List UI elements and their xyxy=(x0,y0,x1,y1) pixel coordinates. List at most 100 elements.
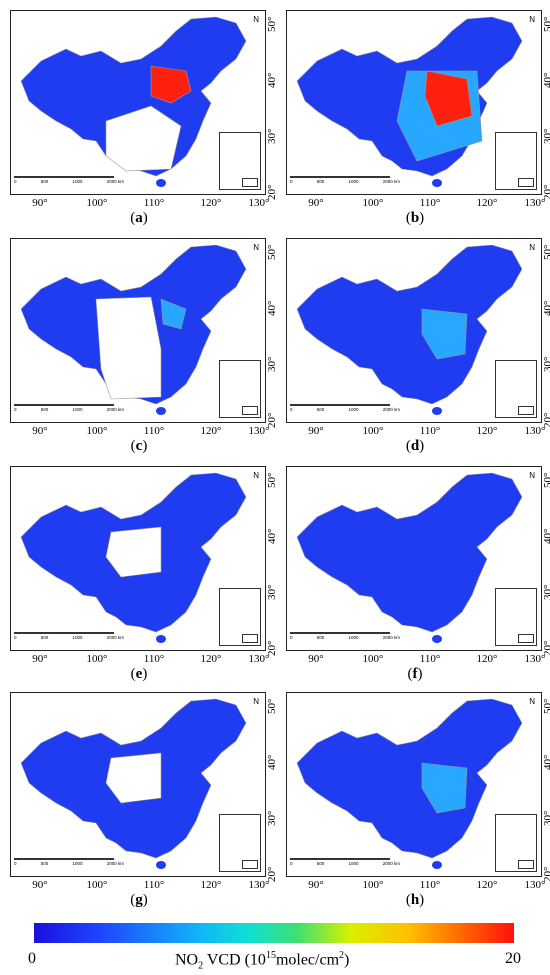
scale-labels: 0 500 1000 2000 km xyxy=(14,407,124,412)
latitude-tick: 40° xyxy=(542,300,550,316)
map-region-gap xyxy=(105,752,162,804)
scale-labels: 0 500 1000 2000 km xyxy=(290,635,400,640)
latitude-tick: 20° xyxy=(542,640,550,656)
latitude-tick: 40° xyxy=(542,528,550,544)
map-frame: N 0 500 1000 2000 km xyxy=(286,238,542,423)
longitude-tick: 100° xyxy=(362,879,384,891)
scale-label: 2000 km xyxy=(382,407,400,412)
north-arrow-icon: N xyxy=(253,697,259,706)
colorbar-title: NO2 VCD (1015molec/cm2) xyxy=(175,950,350,972)
map-panel-e: N 0 500 1000 2000 km 90° 100° 110° 120° 130° 50° 40… xyxy=(4,460,278,685)
longitude-tick: 110° xyxy=(143,879,165,891)
longitude-tick: 100° xyxy=(362,425,384,437)
hainan-island xyxy=(156,407,166,415)
scale-label: 1000 xyxy=(72,861,83,866)
hainan-island xyxy=(156,635,166,643)
longitude-tick: 90° xyxy=(32,653,48,665)
longitude-tick: 110° xyxy=(143,425,165,437)
longitude-tick: 130° xyxy=(524,197,546,209)
map-region-low xyxy=(296,472,523,633)
scale-label: 1000 xyxy=(72,635,83,640)
scale-label: 2000 km xyxy=(382,179,400,184)
china-map xyxy=(20,16,247,187)
colorbar-max-label: 20 xyxy=(505,950,521,967)
inset-scale-box xyxy=(518,406,534,415)
scale-label: 2000 km xyxy=(106,861,124,866)
scale-label: 2000 km xyxy=(106,407,124,412)
scale-label: 0 xyxy=(14,635,17,640)
latitude-tick: 30° xyxy=(266,810,278,826)
map-region-low xyxy=(20,16,247,177)
longitude-tick: 110° xyxy=(143,653,165,665)
scale-label: 1000 xyxy=(72,179,83,184)
map-frame: N 0 500 1000 2000 km xyxy=(10,466,266,651)
latitude-tick: 20° xyxy=(266,866,278,882)
south-china-sea-inset xyxy=(219,132,261,190)
north-arrow-icon: N xyxy=(253,15,259,24)
scale-bar: 0 500 1000 2000 km xyxy=(14,858,124,868)
latitude-tick: 20° xyxy=(542,866,550,882)
latitude-tick: 30° xyxy=(266,128,278,144)
hainan-island xyxy=(432,861,442,869)
latitude-tick: 20° xyxy=(266,412,278,428)
longitude-tick: 120° xyxy=(200,425,222,437)
longitude-tick: 100° xyxy=(362,197,384,209)
longitude-tick: 120° xyxy=(200,653,222,665)
scale-label: 0 xyxy=(290,407,293,412)
scale-labels: 0 500 1000 2000 km xyxy=(290,179,400,184)
inset-scale-box xyxy=(518,860,534,869)
china-map xyxy=(20,472,247,643)
map-frame: N 0 500 1000 2000 km xyxy=(10,10,266,195)
latitude-tick: 50° xyxy=(542,244,550,260)
map-region-high xyxy=(424,70,473,127)
scale-label: 500 xyxy=(40,635,49,640)
scale-label: 500 xyxy=(40,861,49,866)
south-china-sea-inset xyxy=(495,360,537,418)
map-panel-c: N 0 500 1000 2000 km 90° 100° 110° 120° 130° 50° 40… xyxy=(4,232,278,457)
china-map xyxy=(296,698,523,869)
scale-line xyxy=(14,858,114,860)
south-china-sea-inset xyxy=(219,588,261,646)
map-region-mid xyxy=(421,308,468,360)
latitude-tick: 20° xyxy=(542,184,550,200)
latitude-tick: 50° xyxy=(266,244,278,260)
north-arrow-icon: N xyxy=(529,471,535,480)
scale-label: 1000 xyxy=(348,635,359,640)
south-china-sea-inset xyxy=(495,588,537,646)
map-frame: N 0 500 1000 2000 km xyxy=(10,692,266,877)
scale-label: 1000 xyxy=(348,407,359,412)
scale-label: 2000 km xyxy=(382,635,400,640)
south-china-sea-inset xyxy=(495,132,537,190)
longitude-tick: 100° xyxy=(86,879,108,891)
scale-label: 0 xyxy=(14,179,17,184)
latitude-tick: 30° xyxy=(542,356,550,372)
inset-scale-box xyxy=(242,634,258,643)
hainan-island xyxy=(156,179,166,187)
map-region-low xyxy=(296,698,523,859)
latitude-tick: 20° xyxy=(266,640,278,656)
scale-bar: 0 500 1000 2000 km xyxy=(290,176,400,186)
map-region-mid xyxy=(160,298,187,330)
panel-label: (h) xyxy=(405,892,425,908)
inset-scale-box xyxy=(518,178,534,187)
longitude-tick: 90° xyxy=(32,879,48,891)
scale-label: 1000 xyxy=(348,861,359,866)
latitude-tick: 30° xyxy=(542,584,550,600)
latitude-tick: 50° xyxy=(542,16,550,32)
scale-label: 1000 xyxy=(348,179,359,184)
longitude-tick: 90° xyxy=(308,653,324,665)
south-china-sea-inset xyxy=(495,814,537,872)
longitude-tick: 110° xyxy=(419,879,441,891)
panel-label: (f) xyxy=(407,666,423,682)
map-frame: N 0 500 1000 2000 km xyxy=(286,466,542,651)
latitude-tick: 40° xyxy=(266,300,278,316)
map-region-mid xyxy=(421,762,468,814)
china-map xyxy=(20,698,247,869)
scale-bar: 0 500 1000 2000 km xyxy=(290,404,400,414)
longitude-tick: 120° xyxy=(476,879,498,891)
scale-label: 0 xyxy=(14,861,17,866)
longitude-tick: 100° xyxy=(86,197,108,209)
longitude-tick: 110° xyxy=(419,197,441,209)
hainan-island xyxy=(432,179,442,187)
scale-line xyxy=(14,404,114,406)
